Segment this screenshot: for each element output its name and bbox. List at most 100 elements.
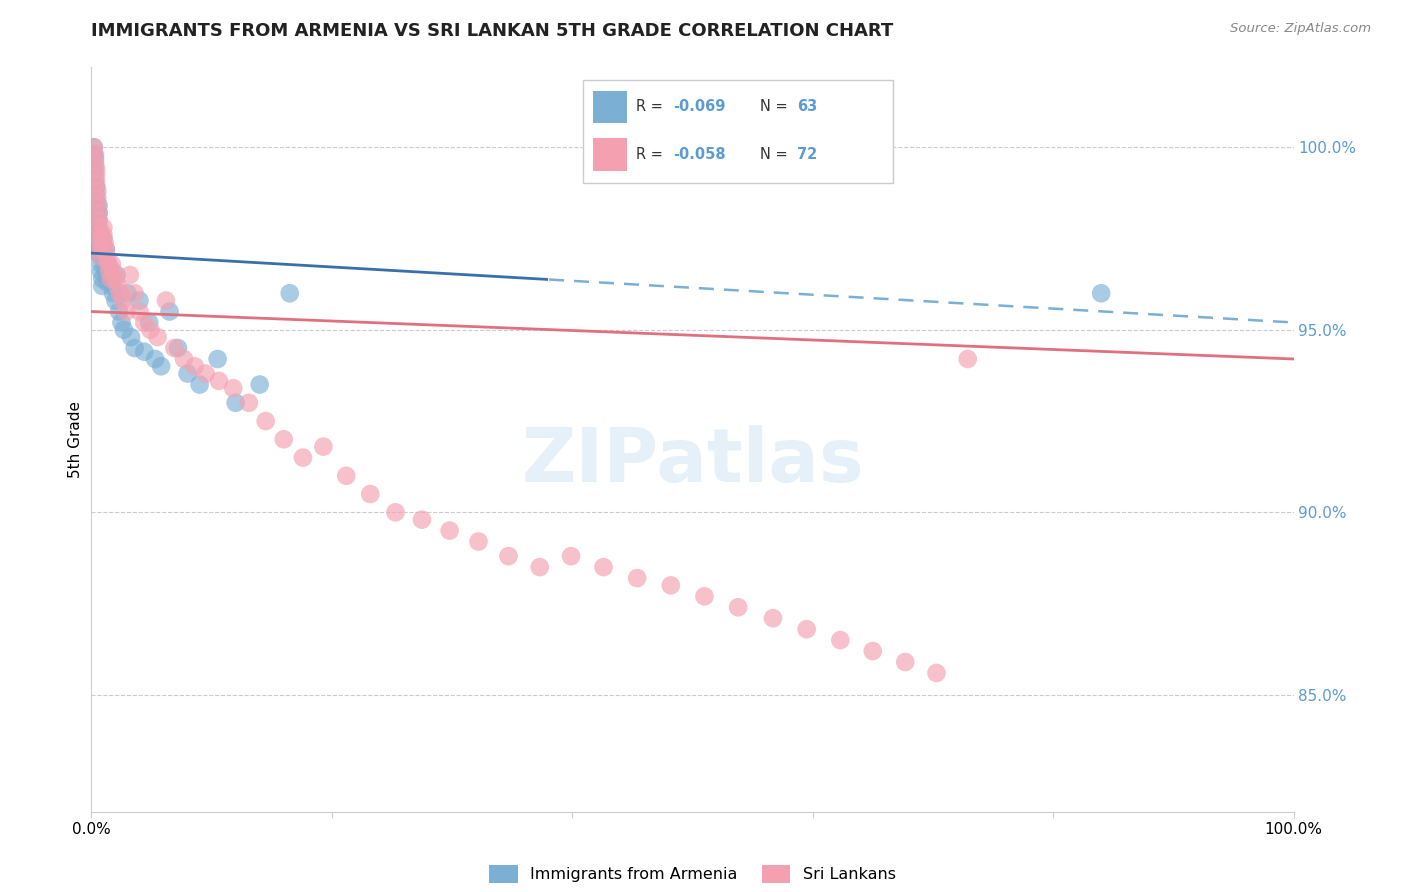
Point [727, 600, 749, 615]
Text: 72: 72 [797, 146, 817, 161]
FancyBboxPatch shape [583, 80, 893, 183]
Y-axis label: 5th Grade: 5th Grade [67, 401, 83, 478]
Point [439, 524, 461, 538]
Point [111, 293, 134, 308]
Point [96, 275, 118, 289]
Point [91, 231, 114, 245]
Text: 63: 63 [797, 99, 817, 114]
Point [107, 279, 129, 293]
Point [100, 271, 122, 285]
Point [93, 260, 115, 275]
Point [626, 571, 648, 585]
Point [101, 264, 124, 278]
Point [93, 235, 115, 249]
Point [86, 224, 108, 238]
Point [89, 235, 111, 249]
Point [86, 231, 108, 245]
Text: Source: ZipAtlas.com: Source: ZipAtlas.com [1230, 22, 1371, 36]
Point [238, 396, 260, 410]
Point [104, 293, 127, 308]
Point [90, 250, 112, 264]
Point [529, 560, 551, 574]
Point [467, 534, 489, 549]
Point [89, 243, 111, 257]
Point [86, 217, 108, 231]
Point [110, 286, 132, 301]
Point [225, 396, 247, 410]
Point [796, 622, 818, 636]
Point [84, 159, 107, 173]
Text: -0.069: -0.069 [673, 99, 725, 114]
Point [411, 513, 433, 527]
Point [925, 665, 948, 680]
Text: -0.058: -0.058 [673, 146, 725, 161]
Point [86, 239, 108, 253]
Point [87, 206, 110, 220]
Bar [593, 137, 627, 170]
Point [693, 590, 716, 604]
Point [335, 468, 357, 483]
Point [384, 505, 406, 519]
Point [94, 268, 117, 282]
Point [84, 187, 107, 202]
Point [89, 227, 111, 242]
Point [956, 351, 979, 366]
Point [173, 351, 195, 366]
Point [894, 655, 917, 669]
Point [84, 169, 107, 184]
Point [100, 271, 122, 285]
Point [124, 341, 146, 355]
Point [659, 578, 682, 592]
Text: N =: N = [759, 99, 792, 114]
Point [93, 227, 115, 242]
Point [90, 250, 112, 264]
Point [91, 271, 114, 285]
Point [110, 316, 132, 330]
Point [91, 239, 114, 253]
Point [86, 184, 108, 198]
Point [167, 341, 190, 355]
Point [128, 304, 150, 318]
Point [249, 377, 271, 392]
Point [207, 351, 229, 366]
Point [146, 330, 169, 344]
Point [84, 147, 107, 161]
Point [762, 611, 785, 625]
Point [184, 359, 207, 374]
Point [592, 560, 614, 574]
Point [98, 264, 121, 278]
Point [84, 202, 107, 217]
Point [312, 440, 335, 454]
Point [120, 330, 142, 344]
Point [278, 286, 301, 301]
Point [97, 257, 120, 271]
Point [194, 367, 217, 381]
Point [108, 304, 131, 318]
Point [101, 286, 124, 301]
Point [87, 220, 110, 235]
Text: N =: N = [759, 146, 792, 161]
Point [104, 271, 127, 285]
Point [96, 250, 118, 264]
Point [291, 450, 314, 465]
Point [84, 210, 107, 224]
Point [94, 243, 117, 257]
Point [115, 304, 138, 318]
Point [359, 487, 381, 501]
Point [159, 304, 181, 318]
Point [98, 264, 121, 278]
Point [176, 367, 198, 381]
Point [112, 323, 135, 337]
Point [93, 239, 115, 253]
Point [94, 243, 117, 257]
Point [87, 213, 110, 227]
Point [139, 323, 162, 337]
Point [84, 194, 107, 209]
Point [101, 257, 124, 271]
Point [86, 246, 108, 260]
Point [93, 246, 115, 260]
Point [134, 344, 156, 359]
Point [84, 173, 107, 187]
Point [128, 293, 150, 308]
Point [124, 286, 146, 301]
